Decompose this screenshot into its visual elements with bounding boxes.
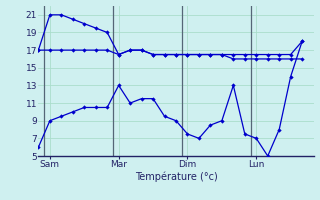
X-axis label: Température (°c): Température (°c) (135, 172, 217, 182)
